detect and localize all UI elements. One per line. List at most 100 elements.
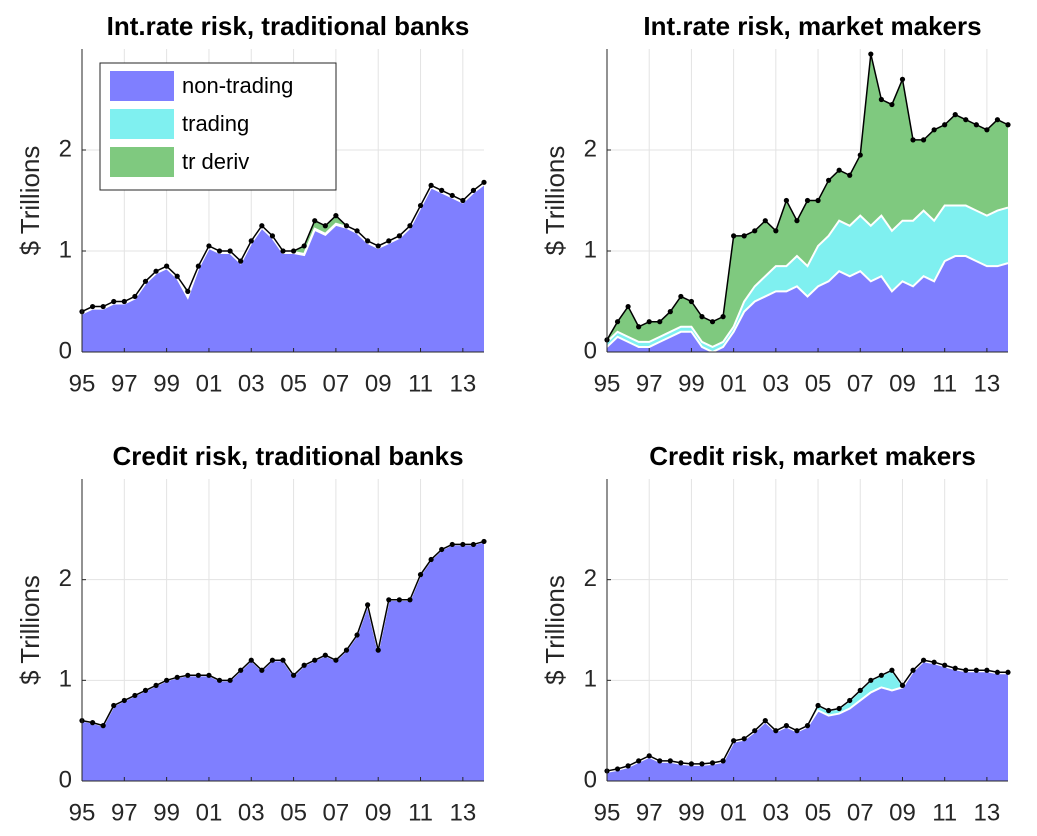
total-point	[741, 233, 747, 239]
legend-swatch	[110, 147, 174, 177]
x-tick-label: 95	[69, 370, 96, 397]
total-point	[868, 677, 874, 683]
total-point	[417, 572, 424, 578]
total-point	[646, 753, 652, 759]
legend-label: tr deriv	[182, 149, 249, 174]
x-tick-label: 01	[720, 370, 747, 397]
y-tick-label: 1	[59, 236, 72, 263]
total-point	[449, 541, 455, 548]
y-tick-label: 2	[584, 135, 597, 162]
total-point	[375, 647, 381, 653]
total-point	[111, 702, 117, 709]
x-tick-label: 01	[196, 799, 223, 826]
area	[607, 256, 1008, 352]
total-point	[333, 657, 339, 663]
y-tick-label: 2	[59, 135, 72, 162]
x-tick-label: 05	[280, 799, 307, 826]
total-point	[931, 127, 937, 133]
total-point	[720, 758, 726, 764]
total-point	[942, 662, 948, 668]
area	[607, 205, 1008, 352]
total-point	[386, 597, 392, 603]
total-point	[216, 248, 223, 254]
total-point	[259, 223, 265, 229]
total-point	[132, 293, 138, 300]
total-point	[238, 258, 244, 264]
total-point	[636, 758, 642, 764]
total-point	[375, 243, 381, 249]
total-point	[153, 682, 159, 688]
series-boundary	[606, 255, 1009, 354]
total-point	[185, 672, 191, 678]
total-point	[699, 761, 705, 767]
x-tick-label: 13	[974, 370, 1001, 397]
x-tick-label: 07	[847, 370, 874, 397]
total-point	[195, 672, 201, 678]
x-tick-label: 05	[805, 799, 832, 826]
total-point	[920, 137, 927, 143]
total-point	[773, 728, 779, 734]
total-point	[741, 736, 747, 742]
total-point	[269, 233, 276, 239]
total-point	[625, 763, 631, 769]
total-point	[752, 728, 758, 734]
total-point	[248, 657, 254, 663]
y-tick-label: 1	[59, 666, 72, 693]
total-point	[439, 187, 445, 193]
x-tick-label: 03	[238, 799, 265, 826]
legend-swatch	[110, 109, 174, 139]
total-point	[942, 122, 948, 128]
legend-label: trading	[182, 111, 249, 136]
total-point	[132, 692, 138, 699]
total-point	[428, 182, 434, 188]
x-tick-label: 97	[636, 370, 663, 397]
y-tick-label: 0	[584, 766, 597, 793]
total-point	[470, 541, 477, 548]
total-point	[100, 723, 106, 729]
total-point	[636, 324, 642, 330]
total-point	[153, 268, 159, 274]
total-point	[259, 667, 265, 673]
x-tick-label: 95	[594, 370, 621, 397]
total-point	[804, 723, 811, 729]
total-point	[322, 223, 328, 229]
y-axis-label: $ Trillions	[540, 146, 570, 256]
total-point	[100, 303, 106, 310]
total-point	[794, 728, 800, 734]
total-point	[185, 288, 191, 294]
total-point	[688, 298, 695, 305]
x-tick-label: 09	[365, 370, 392, 397]
total-point	[952, 665, 958, 671]
total-point	[847, 697, 853, 704]
legend-label: non-trading	[182, 73, 293, 98]
x-tick-label: 07	[847, 799, 874, 826]
total-point	[963, 667, 969, 673]
total-point	[699, 314, 705, 320]
total-point	[142, 687, 149, 694]
total-point	[815, 702, 821, 709]
y-axis-label: $ Trillions	[15, 146, 45, 256]
total-point	[164, 263, 170, 269]
total-point	[614, 766, 621, 772]
total-point	[396, 597, 402, 603]
y-tick-label: 1	[584, 666, 597, 693]
total-point	[333, 213, 339, 219]
y-tick-label: 0	[584, 337, 597, 364]
total-point	[280, 248, 286, 254]
x-tick-label: 99	[153, 799, 180, 826]
y-tick-label: 2	[584, 565, 597, 592]
x-tick-label: 11	[932, 370, 957, 397]
x-tick-label: 11	[932, 799, 957, 826]
total-point	[481, 179, 487, 185]
total-point	[396, 233, 402, 239]
x-tick-label: 97	[111, 799, 138, 826]
chart-title: Int.rate risk, market makers	[643, 11, 981, 41]
x-tick-label: 05	[805, 370, 832, 397]
total-point	[428, 556, 434, 563]
total-point	[206, 243, 212, 249]
total-point	[365, 602, 371, 608]
x-tick-label: 97	[111, 370, 138, 397]
total-point	[657, 758, 663, 764]
total-point	[174, 273, 180, 279]
